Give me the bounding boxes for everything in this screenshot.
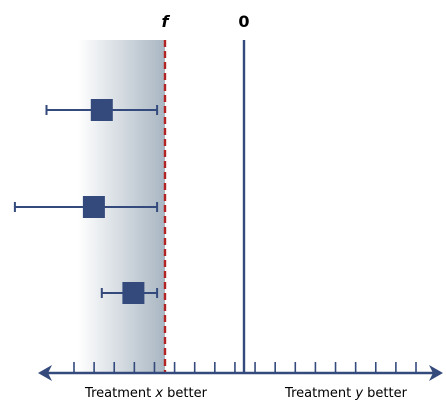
x-axis-arrow-left <box>38 365 52 381</box>
region-label-right: Treatment y better <box>284 386 408 401</box>
reference-line-label-1: 0 <box>238 12 249 31</box>
region-label-left: Treatment x better <box>84 386 208 401</box>
point-estimate-2 <box>82 196 105 218</box>
reference-line-label-0: f <box>162 12 171 31</box>
x-axis-arrow-right <box>429 365 443 381</box>
point-estimate-3 <box>122 282 145 304</box>
point-estimate-1 <box>90 99 113 121</box>
